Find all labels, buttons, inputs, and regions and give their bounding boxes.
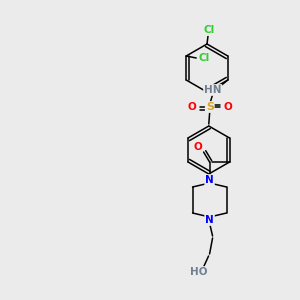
Text: O: O: [224, 102, 232, 112]
Text: HN: HN: [204, 85, 221, 95]
Text: Cl: Cl: [203, 25, 214, 35]
Text: Cl: Cl: [199, 53, 210, 63]
Text: O: O: [188, 102, 196, 112]
Text: O: O: [193, 142, 202, 152]
Text: N: N: [205, 175, 214, 185]
Text: N: N: [205, 215, 214, 225]
Text: S: S: [206, 102, 214, 112]
Text: HO: HO: [190, 267, 207, 277]
